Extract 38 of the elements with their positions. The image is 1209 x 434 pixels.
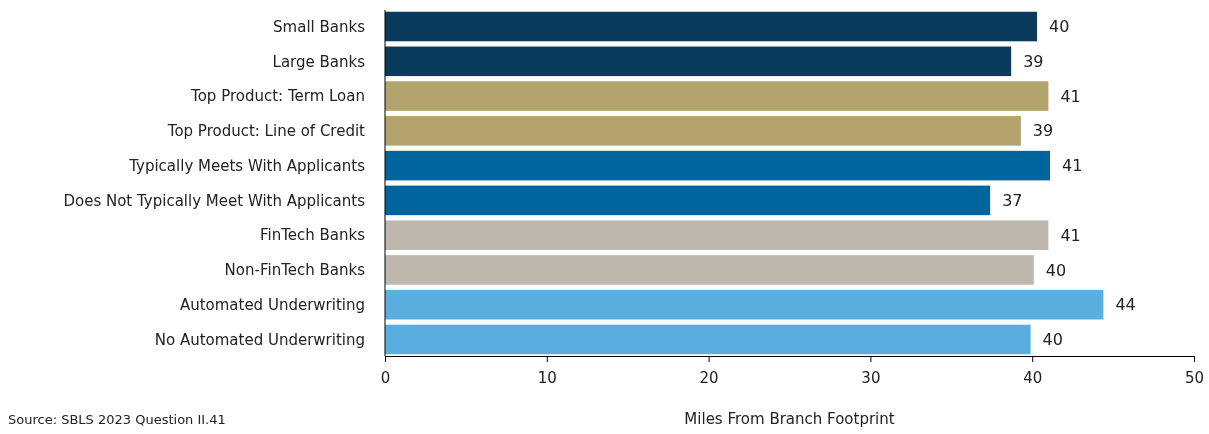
data-label: 40: [1045, 260, 1067, 280]
y-tick-label: Does Not Typically Meet With Applicants: [63, 191, 366, 210]
y-tick-label: Non-FinTech Banks: [224, 261, 366, 280]
x-tick-label: 50: [1184, 369, 1205, 387]
y-tick-label: Typically Meets With Applicants: [128, 156, 366, 175]
data-label: 44: [1115, 295, 1136, 315]
y-tick-label: Top Product: Term Loan: [190, 87, 365, 106]
y-tick-label: Automated Underwriting: [179, 295, 365, 314]
y-tick-label: FinTech Banks: [259, 226, 366, 245]
bar: [385, 255, 1034, 285]
x-tick-label: 40: [1023, 369, 1043, 387]
data-label: 39: [1023, 51, 1044, 71]
y-tick-label: Top Product: Line of Credit: [166, 122, 366, 141]
x-axis-title: Miles From Branch Footprint: [684, 410, 895, 428]
y-tick-label: Large Banks: [272, 52, 366, 71]
bar: [385, 150, 1050, 181]
bar: [385, 220, 1049, 250]
bar: [385, 81, 1049, 111]
data-label: 41: [1062, 156, 1083, 176]
bar: [385, 289, 1104, 320]
x-tick-label: 0: [380, 369, 391, 387]
y-tick-label: Small Banks: [273, 17, 366, 36]
data-label: 40: [1042, 330, 1063, 350]
source-note: Source: SBLS 2023 Question II.41: [8, 412, 226, 427]
data-label: 41: [1060, 225, 1081, 245]
y-tick-label: No Automated Underwriting: [154, 330, 365, 349]
data-label: 39: [1032, 121, 1054, 141]
x-tick-label: 10: [537, 369, 557, 387]
data-label: 41: [1060, 86, 1081, 106]
x-tick-label: 30: [861, 369, 881, 387]
bar: [385, 185, 991, 216]
data-label: 37: [1002, 190, 1023, 210]
bar: [385, 46, 1012, 77]
bar: [385, 116, 1021, 146]
bar: [385, 11, 1038, 42]
bar: [385, 324, 1031, 355]
x-tick-label: 20: [699, 369, 719, 387]
data-label: 40: [1049, 17, 1070, 37]
